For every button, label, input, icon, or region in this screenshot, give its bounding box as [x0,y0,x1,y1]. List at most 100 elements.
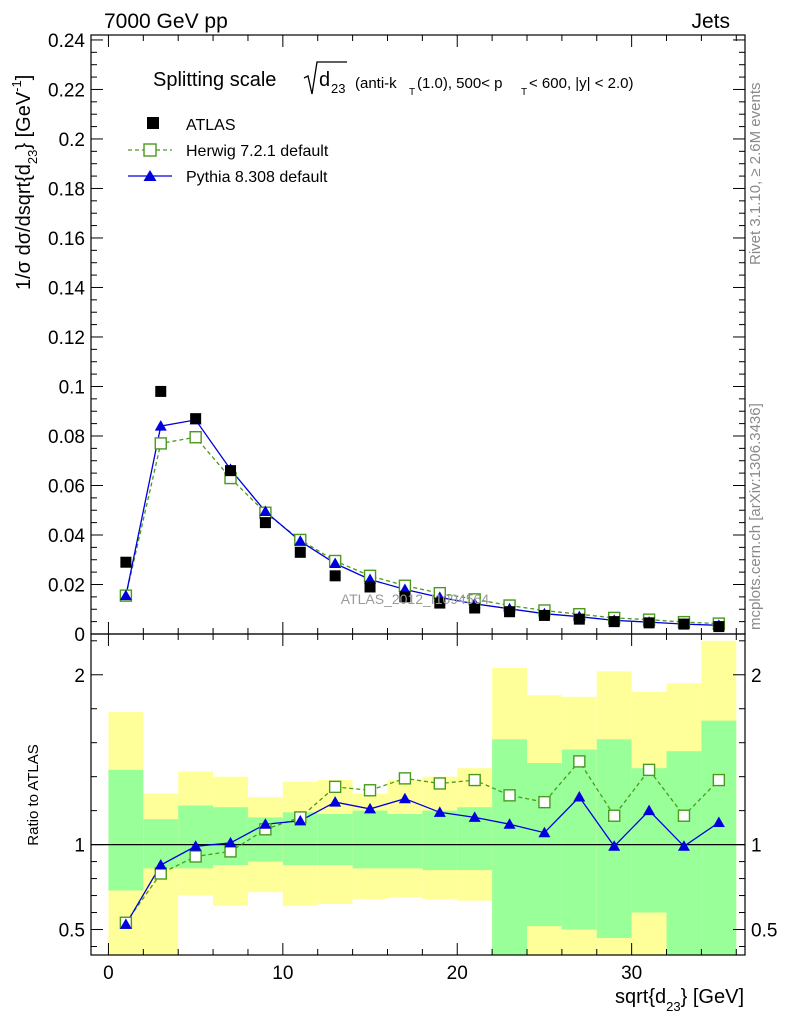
svg-text:1/σ dσ/dsqrt{d23} [GeV-1]: 1/σ dσ/dsqrt{d23} [GeV-1] [9,75,40,290]
main-ytick-label-10: 0.2 [59,130,85,151]
main-series-markers [119,385,726,633]
ylabel-close: ] [13,75,35,81]
ratio-axes: 0.5 0.51 12 20 10 20 30 [59,633,777,984]
band-1sigma-6 [317,814,353,865]
legend-marker-herwig [143,143,157,157]
main-atlas-point-17 [713,621,725,633]
main-pythia-point-7 [364,573,377,585]
ratio-pythia-point-17 [712,816,725,828]
main-ytick-label-8: 0.16 [48,229,85,250]
ratio-herwig-point-3 [224,845,237,858]
main-atlas-point-16 [678,618,690,630]
main-atlas-point-1 [155,385,167,397]
band-1sigma-17 [701,720,737,955]
svg-text:sqrt{d23} [GeV]: sqrt{d23} [GeV] [615,986,744,1014]
legend-marker-pythia [143,170,157,181]
main-pythia-point-8 [398,583,411,594]
legend-marker-atlas [147,117,159,129]
main-ytick-label-1: 0.02 [48,575,85,596]
ratio-pythia-point-6 [329,796,342,807]
main-pythia-point-6 [329,557,342,568]
band-1sigma-9 [422,810,458,871]
ratio-herwig-point-7 [363,784,377,797]
legend-label-atlas: ATLAS [186,117,236,134]
main-ytick-label-2: 0.04 [48,526,85,547]
ratio-herwig-point-6 [328,780,342,794]
ratio-pythia-point-12 [538,826,551,838]
ratio-pythia-point-7 [364,802,377,814]
legend-label-pythia: Pythia 8.308 default [186,169,328,186]
mcplots-label: mcplots.cern.ch [arXiv:1306.3436] [747,403,764,630]
ratio-y-axis-label: Ratio to ATLAS [25,744,42,845]
main-herwig-point-2 [189,431,202,444]
main-y-axis-label: 1/σ dσ/dsqrt{d23} [GeV-1] [9,75,40,290]
main-atlas-point-8 [399,591,411,603]
ratio-herwig-point-13 [573,755,586,768]
ratio-pythia-point-0 [119,918,132,929]
xlabel-text: sqrt{d [615,986,666,1008]
main-ytick-label-0: 0 [74,625,85,646]
rivet-label: Rivet 3.1.10, ≥ 2.6M events [747,83,764,266]
ratio-ytick-label-left-2: 2 [74,666,85,687]
ratio-pythia-point-13 [573,791,586,802]
main-atlas-point-10 [469,602,481,614]
xtick-label-2: 20 [447,963,468,984]
ratio-herwig-point-10 [468,773,481,787]
title-sqrt-sign [303,61,347,95]
ratio-ytick-label-left-0: 0.5 [59,921,85,942]
main-plot-area [91,35,745,634]
main-ytick-label-5: 0.1 [59,377,85,398]
x-axis-label: sqrt{d23} [GeV] [615,986,744,1014]
band-1sigma-15 [631,768,667,913]
band-1sigma-8 [387,814,423,869]
main-atlas-point-14 [608,616,620,628]
main-panel-background [91,35,745,634]
ylabel-sub: 23 [25,150,40,164]
ylabel-end: } [GeV [13,91,35,149]
ratio-herwig-point-15 [642,763,656,777]
main-line-herwig [125,436,719,625]
ylabel-sup: -1 [9,80,24,92]
xtick-label-3: 30 [621,963,642,984]
main-atlas-point-13 [573,613,585,625]
ratio-ytick-label-right-0: 0.5 [751,921,777,942]
ratio-pythia-point-10 [468,811,481,822]
analysis-watermark: ATLAS_2012_I1094564 [341,591,490,607]
main-atlas-point-0 [120,556,132,568]
ratio-uncertainty-bands [91,640,745,955]
band-1sigma-0 [108,769,144,891]
main-ytick-label-11: 0.22 [48,80,85,101]
ratio-ytick-label-right-2: 2 [751,666,762,687]
main-ytick-label-9: 0.18 [48,179,85,200]
legend: ATLAS Herwig 7.2.1 default Pythia 8.308 … [128,117,329,186]
ratio-herwig-point-14 [608,809,621,822]
ratio-pythia-point-14 [608,840,621,851]
title-rest: (anti-k [355,75,397,92]
main-atlas-point-11 [504,606,516,618]
title-sqrt-arg: d [319,69,330,91]
xlabel-end: } [GeV] [681,986,744,1008]
main-atlas-point-15 [643,617,655,629]
ratio-pythia-point-5 [294,814,307,826]
ratio-herwig-point-12 [538,795,551,809]
title-kt-sub: T [409,87,415,98]
ylabel-text: 1/σ dσ/dsqrt{d [13,164,35,290]
title-rest3: < 600, |y| < 2.0) [529,75,634,92]
ratio-ytick-label-left-1: 1 [74,836,85,857]
main-ytick-label-12: 0.24 [48,31,85,52]
ratio-pythia-point-3 [224,836,237,848]
main-ytick-label-3: 0.06 [48,476,85,497]
ratio-pythia-point-2 [189,840,202,851]
xtick-label-0: 0 [103,963,114,984]
ratio-herwig-point-2 [189,850,202,863]
ratio-herwig-point-11 [503,789,516,802]
title-sqrt-sub: 23 [331,81,345,96]
header-right: Jets [691,10,730,33]
ratio-pythia-point-4 [259,818,272,829]
main-axes: 0 0.02 0.04 0.06 0.08 0.1 0.12 0.14 0.16 0.18 0.2 0… [48,31,746,646]
header-left: 7000 GeV pp [104,10,228,33]
xlabel-sub: 23 [666,999,680,1014]
ratio-ytick-label-right-1: 1 [751,836,762,857]
main-atlas-point-9 [434,597,446,609]
